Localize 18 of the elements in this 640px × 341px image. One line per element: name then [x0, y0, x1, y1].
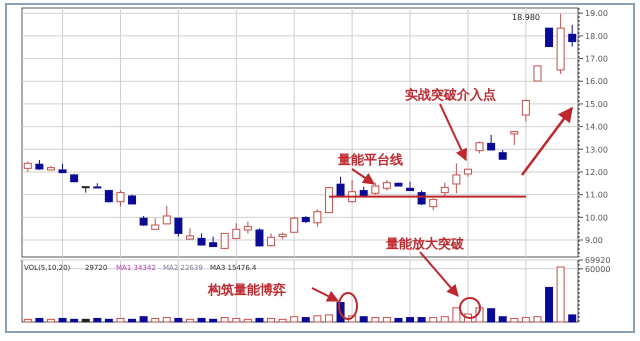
annotation: 18.980 — [512, 13, 540, 22]
y-tick-label: 60000 — [585, 264, 610, 274]
annotation: 量能平台线 — [337, 152, 403, 167]
y-tick-label: 18.00 — [585, 32, 608, 41]
y-tick-label: 13.00 — [585, 145, 608, 154]
y-tick-label: 11.00 — [585, 190, 608, 200]
y-tick-label: 10.00 — [585, 213, 608, 222]
y-tick-label: 17.00 — [585, 54, 608, 64]
y-tick-label: 19.00 — [585, 9, 608, 18]
y-tick-label: 9.00 — [585, 236, 603, 245]
annotation: 量能放大突破 — [385, 236, 465, 251]
y-tick-label: 15.00 — [585, 100, 608, 109]
y-tick-label: 14.00 — [585, 122, 608, 132]
y-tick-label: 69920 — [585, 256, 610, 265]
y-tick-label: 12.00 — [585, 168, 608, 177]
annotation: 构筑量能博弈 — [207, 282, 286, 297]
y-tick-label: 16.00 — [585, 77, 608, 86]
annotation: 实战突破介入点 — [405, 87, 496, 102]
